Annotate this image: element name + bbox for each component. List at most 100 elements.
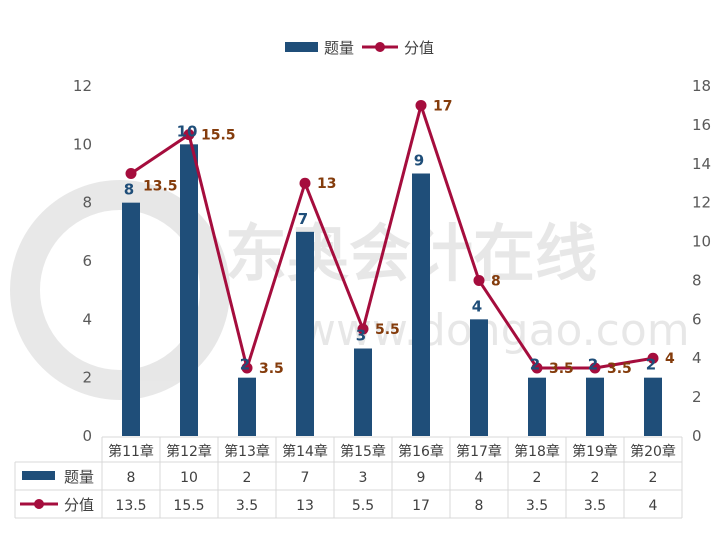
table-cell-bar: 2	[649, 470, 658, 486]
bar-data-label: 4	[472, 297, 482, 315]
bar-data-label: 2	[530, 356, 540, 374]
legend-label-bar: 题量	[324, 39, 354, 57]
table-cell-bar: 10	[180, 470, 198, 486]
line-data-label: 13	[317, 176, 336, 192]
bar-data-label: 2	[588, 356, 598, 374]
svg-text:东奥会计在线: 东奥会计在线	[225, 217, 597, 290]
category-label: 第13章	[224, 443, 270, 460]
line-point	[589, 362, 601, 374]
left-axis-tick: 4	[82, 310, 92, 328]
bar	[122, 202, 140, 436]
line-data-label: 15.5	[201, 128, 236, 144]
table-legend-line-marker	[34, 499, 44, 509]
right-axis-tick: 6	[692, 310, 702, 328]
table-cell-line: 3.5	[584, 498, 606, 514]
bar-data-label: 2	[646, 356, 656, 374]
table-cell-bar: 8	[127, 470, 136, 486]
line-data-label: 3.5	[607, 361, 632, 377]
right-axis-tick: 14	[692, 155, 711, 173]
legend: 题量 分值	[285, 39, 434, 57]
legend-label-line: 分值	[404, 39, 434, 57]
right-axis-tick: 10	[692, 233, 711, 251]
bar-data-label: 9	[414, 152, 424, 170]
bar-data-label: 2	[240, 356, 250, 374]
table-cell-line: 13	[296, 498, 314, 514]
table-cell-line: 3.5	[236, 498, 258, 514]
line-data-label: 17	[433, 98, 452, 114]
line-point	[473, 274, 485, 286]
table-legend-bar-swatch	[22, 471, 55, 480]
line-data-label: 8	[491, 273, 501, 289]
right-axis-tick: 4	[692, 349, 702, 367]
category-label: 第17章	[456, 443, 502, 460]
left-axis-tick: 0	[82, 427, 92, 445]
line-point	[647, 352, 659, 364]
bar-data-label: 10	[177, 122, 198, 140]
line-point	[299, 177, 311, 189]
left-axis-tick: 2	[82, 369, 92, 387]
table-cell-bar: 9	[417, 470, 426, 486]
line-data-label: 4	[665, 351, 675, 367]
bar	[528, 377, 546, 436]
bar	[586, 377, 604, 436]
table-cell-line: 8	[475, 498, 484, 514]
category-label: 第15章	[340, 443, 386, 460]
legend-line-marker	[375, 42, 385, 52]
table-row-label-bar: 题量	[64, 468, 94, 486]
left-axis-tick: 12	[73, 77, 92, 95]
table-cell-line: 15.5	[173, 498, 204, 514]
line-point	[125, 168, 137, 179]
legend-bar-swatch	[285, 42, 318, 52]
right-axis-tick: 0	[692, 427, 702, 445]
line-data-label: 5.5	[375, 322, 400, 338]
table-cell-line: 4	[649, 498, 658, 514]
category-label: 第18章	[514, 443, 560, 460]
bar	[296, 231, 314, 436]
table-cell-bar: 2	[243, 470, 252, 486]
table-cell-bar: 4	[475, 470, 484, 486]
category-label: 第20章	[630, 443, 676, 460]
left-axis-tick: 8	[82, 194, 92, 212]
left-axis-tick: 10	[73, 135, 92, 153]
bar	[354, 348, 372, 436]
bar-data-label: 8	[124, 181, 134, 199]
bar-data-label: 3	[356, 327, 366, 345]
table-cell-bar: 2	[533, 470, 542, 486]
table-cell-line: 3.5	[526, 498, 548, 514]
right-axis-tick: 12	[692, 194, 711, 212]
line-point	[357, 323, 369, 335]
category-label: 第11章	[108, 443, 154, 460]
right-axis-tick: 18	[692, 77, 711, 95]
right-axis-tick: 8	[692, 271, 702, 289]
table-row-label-line: 分值	[64, 496, 94, 514]
bar	[238, 377, 256, 436]
line-point	[241, 362, 253, 374]
left-axis-tick: 6	[82, 252, 92, 270]
table-cell-line: 5.5	[352, 498, 374, 514]
line-data-label: 13.5	[143, 179, 178, 195]
line-point	[415, 99, 427, 111]
line-point	[531, 362, 543, 374]
table-cell-bar: 7	[301, 470, 310, 486]
table-cell-line: 17	[412, 498, 430, 514]
right-axis-tick: 16	[692, 116, 711, 134]
table-cell-bar: 3	[359, 470, 368, 486]
table-cell-bar: 2	[591, 470, 600, 486]
line-data-label: 3.5	[259, 361, 284, 377]
line-point	[183, 129, 195, 141]
line-data-label: 3.5	[549, 361, 574, 377]
category-label: 第14章	[282, 443, 328, 460]
bar	[412, 173, 430, 436]
bar	[470, 319, 488, 436]
table-cell-line: 13.5	[115, 498, 146, 514]
category-label: 第12章	[166, 443, 212, 460]
right-axis-tick: 2	[692, 388, 702, 406]
category-label: 第16章	[398, 443, 444, 460]
bar	[180, 144, 198, 437]
watermark-logo: 东奥会计在线 www.dongao.com	[10, 180, 690, 400]
line-series	[130, 100, 654, 374]
category-label: 第19章	[572, 443, 618, 460]
bar	[644, 377, 662, 436]
bar-data-label: 7	[298, 210, 308, 228]
